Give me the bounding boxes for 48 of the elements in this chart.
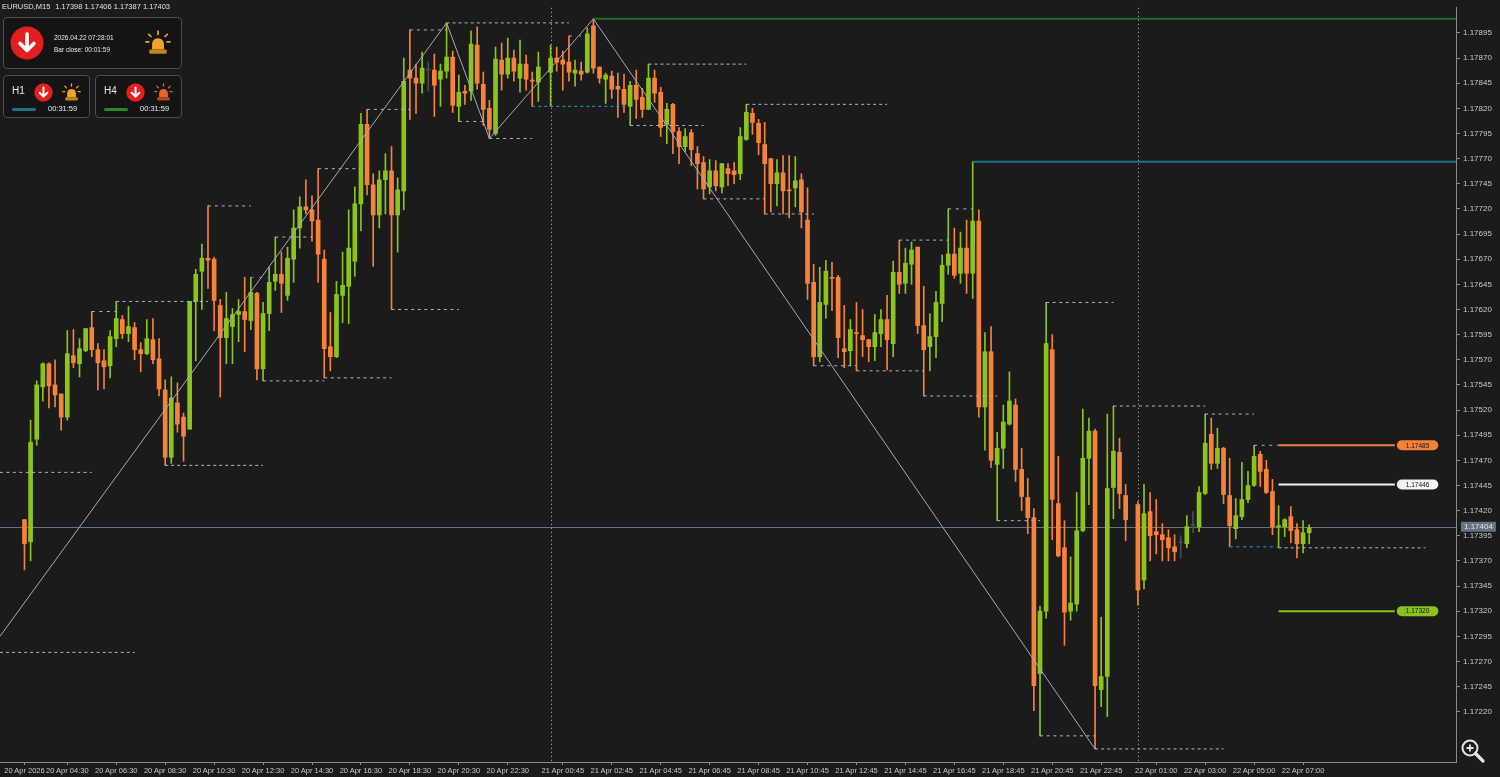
y-tick-label: 1.17445 — [1463, 480, 1493, 490]
y-tick-label: 1.17695 — [1463, 229, 1493, 239]
y-tick-label: 1.17745 — [1463, 178, 1493, 188]
candlestick — [829, 261, 835, 311]
candlestick — [1178, 535, 1184, 559]
y-tick-label: 1.17295 — [1463, 631, 1493, 641]
y-tick-label: 1.17320 — [1463, 606, 1493, 616]
candlestick — [792, 156, 798, 208]
candlestick — [529, 71, 535, 107]
candlestick — [945, 208, 951, 275]
y-tick-label: 1.17545 — [1463, 380, 1493, 390]
y-tick-label: 1.17395 — [1463, 530, 1493, 540]
candlestick — [205, 205, 211, 289]
candlestick — [615, 72, 621, 118]
y-tick-label: 1.17270 — [1463, 656, 1493, 666]
y-tick-label: 1.17795 — [1463, 128, 1493, 138]
candlestick — [1190, 511, 1196, 534]
candlestick — [578, 61, 584, 81]
y-tick-label: 1.17220 — [1463, 706, 1493, 716]
y-tick-label: 1.17520 — [1463, 405, 1493, 415]
y-tick-label: 1.17670 — [1463, 254, 1493, 264]
y-tick-label: 1.17770 — [1463, 153, 1493, 163]
y-tick-label: 1.17495 — [1463, 430, 1493, 440]
y-tick-label: 1.17470 — [1463, 455, 1493, 465]
y-tick-label: 1.17870 — [1463, 53, 1493, 63]
ref-line-label: 1.17404 — [1464, 522, 1494, 532]
y-tick-label: 1.17820 — [1463, 103, 1493, 113]
y-tick-label: 1.17420 — [1463, 505, 1493, 515]
candlestick — [272, 236, 278, 291]
candlestick — [896, 239, 902, 294]
y-tick-label: 1.17620 — [1463, 304, 1493, 314]
y-tick-label: 1.17720 — [1463, 204, 1493, 214]
candlestick — [841, 305, 847, 369]
candlestick — [786, 155, 792, 219]
annotation: H1 — [12, 85, 25, 96]
y-tick-label: 1.17645 — [1463, 279, 1493, 289]
y-tick-label: 1.17595 — [1463, 329, 1493, 339]
annotation: H4 — [104, 85, 117, 96]
candlestick — [101, 349, 107, 390]
y-tick-label: 1.17845 — [1463, 78, 1493, 88]
y-tick-label: 1.17895 — [1463, 28, 1493, 38]
y-tick-label: 1.17345 — [1463, 581, 1493, 591]
candlestick — [731, 162, 737, 185]
y-tick-label: 1.17370 — [1463, 556, 1493, 566]
y-tick-label: 1.17570 — [1463, 354, 1493, 364]
candlestick — [242, 276, 248, 353]
y-tick-label: 1.17245 — [1463, 681, 1493, 691]
candlestick — [462, 84, 468, 105]
